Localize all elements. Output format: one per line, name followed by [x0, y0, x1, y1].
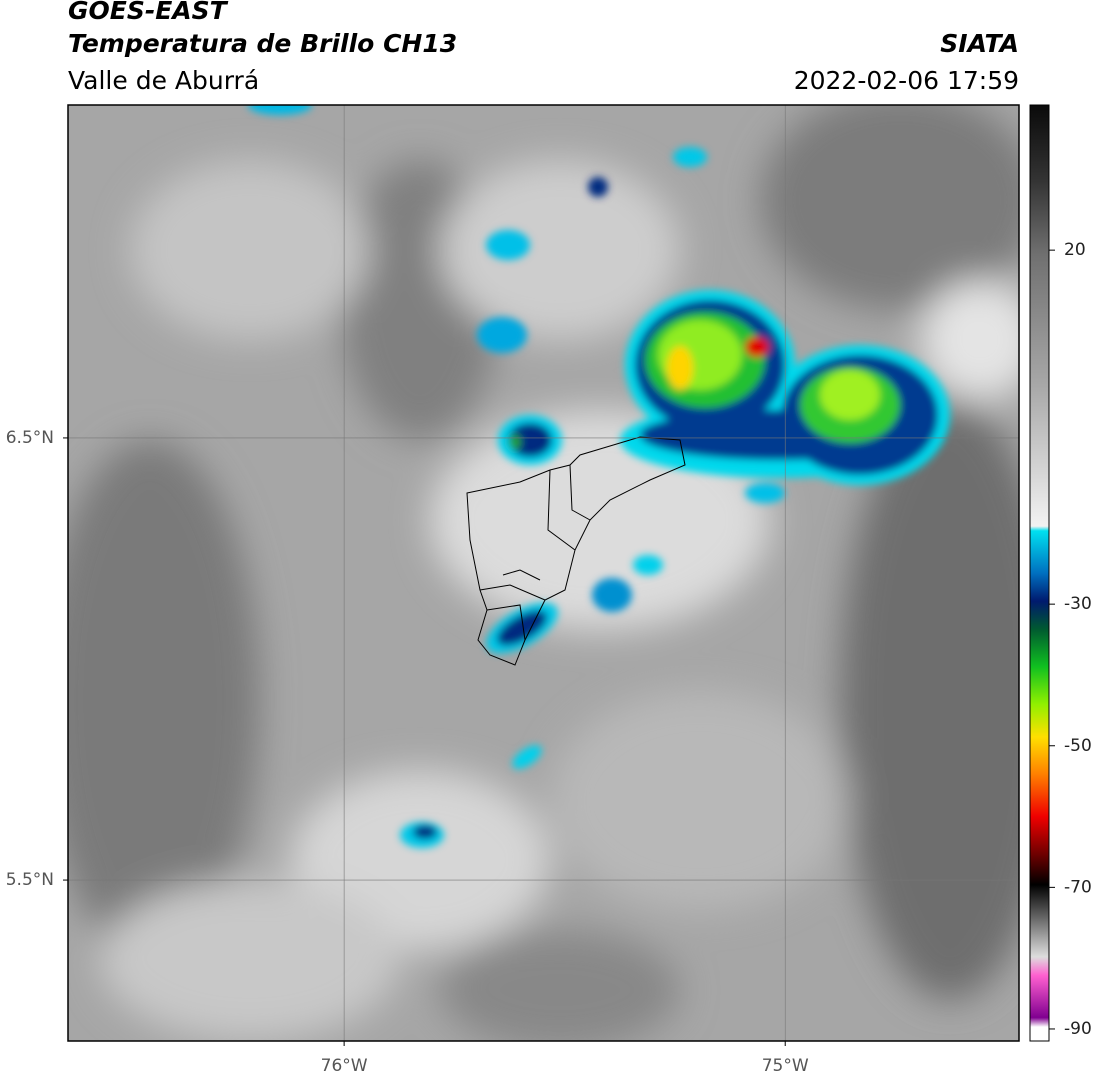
convective-clouds: [248, 105, 950, 848]
x-tick-label: 76°W: [321, 1056, 368, 1076]
colorbar-tick-label: -70: [1064, 877, 1092, 897]
subtitle: Temperatura de Brillo CH13: [68, 29, 457, 58]
municipal-boundaries: [466, 436, 686, 666]
region: Valle de Aburrá: [68, 66, 259, 95]
colorbar-tick-label: -50: [1064, 736, 1092, 756]
colorbar-tick-label: 20: [1064, 240, 1086, 260]
y-tick-label: 6.5°N: [6, 428, 54, 448]
source: SIATA: [940, 29, 1019, 58]
x-tick-label: 75°W: [762, 1056, 809, 1076]
satellite-image: [68, 105, 1019, 1041]
datetime: 2022-02-06 17:59: [794, 66, 1019, 95]
title: GOES-EAST: [68, 0, 229, 25]
colorbar: [1029, 104, 1050, 1042]
colorbar-tick-label: -30: [1064, 594, 1092, 614]
y-tick-label: 5.5°N: [6, 870, 54, 890]
map-frame: [67, 104, 1020, 1042]
colorbar-tick-label: -90: [1064, 1019, 1092, 1039]
